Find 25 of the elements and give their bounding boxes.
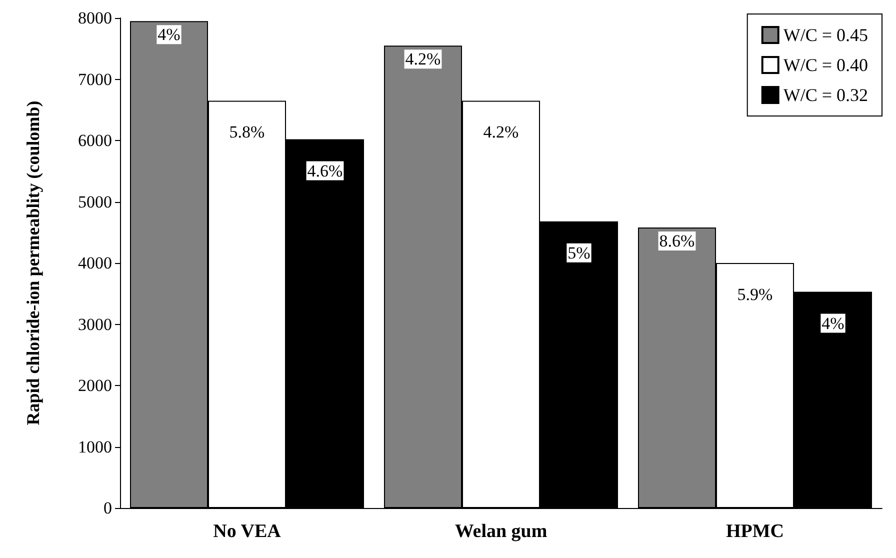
annotation: 4.2% (405, 50, 441, 69)
y-tick-label: 3000 (78, 314, 112, 334)
y-tick-label: 4000 (78, 254, 112, 272)
x-tick-label: HPMC (726, 521, 784, 542)
y-tick-label: 1000 (78, 437, 112, 456)
legend-label: W/C = 0.32 (783, 85, 868, 105)
y-axis-title: Rapid chloride-ion permeablity (coulomb) (23, 100, 43, 426)
legend-label: W/C = 0.45 (783, 25, 868, 45)
annotation: 8.6% (659, 231, 695, 250)
annotation: 5.9% (737, 285, 773, 304)
annotation: 4.6% (307, 161, 343, 180)
y-tick-label: 5000 (78, 192, 112, 212)
x-tick-label: No VEA (213, 521, 282, 542)
annotation: 4% (822, 314, 844, 333)
annotation: 4% (158, 25, 180, 44)
y-tick-label: 2000 (78, 376, 112, 395)
annotation: 5% (568, 243, 590, 262)
y-tick-label: 6000 (78, 131, 112, 150)
y-tick-label: 8000 (78, 8, 112, 28)
annotation: 5.8% (229, 122, 265, 142)
legend-label: W/C = 0.40 (783, 55, 868, 75)
y-tick-label: 0 (104, 498, 112, 518)
y-tick-label: 7000 (78, 70, 112, 89)
x-tick-label: Welan gum (454, 521, 548, 542)
annotation: 4.2% (483, 122, 519, 142)
